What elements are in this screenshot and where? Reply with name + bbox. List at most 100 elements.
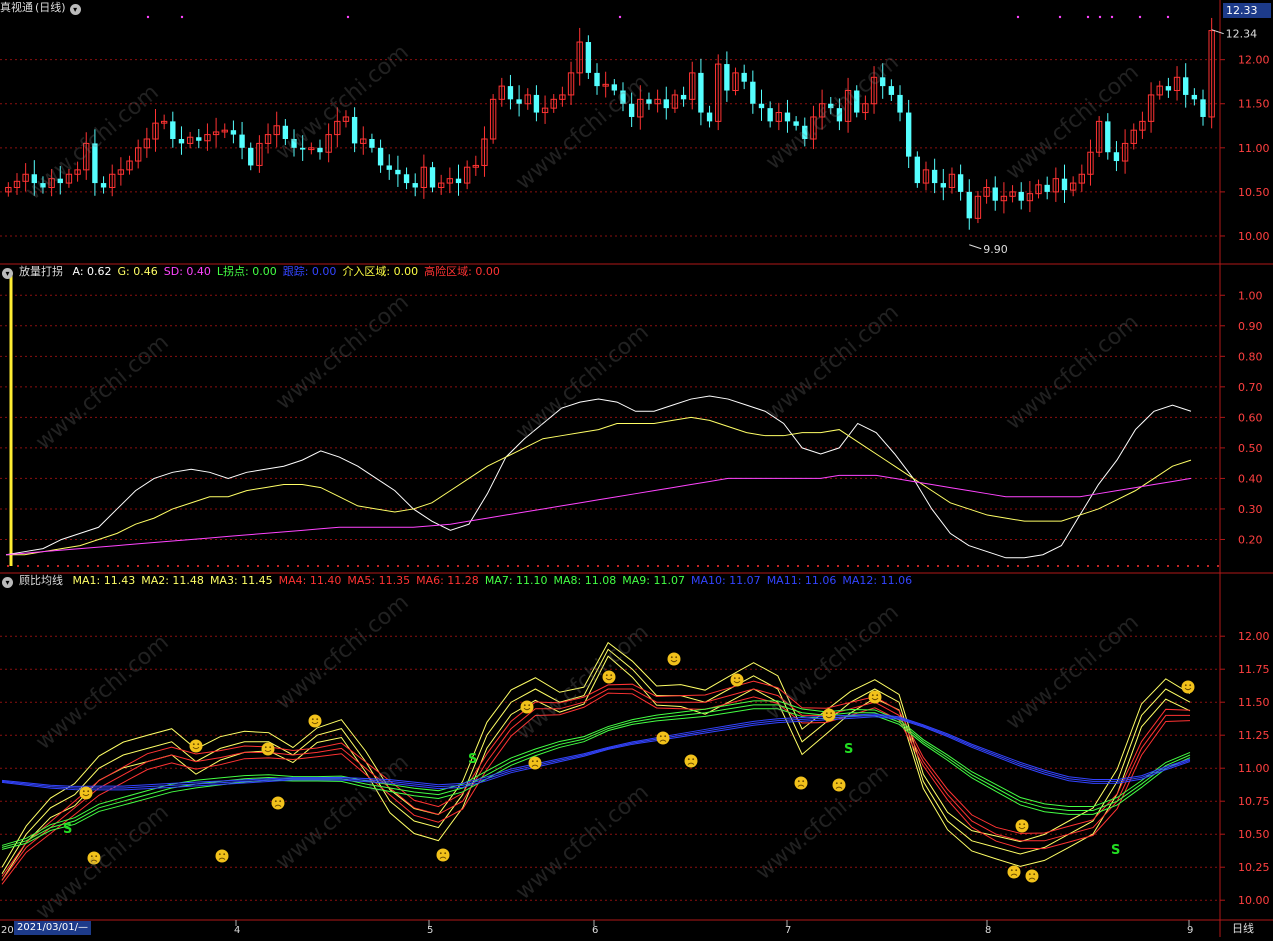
candle-body-up	[1087, 151, 1094, 175]
candle-body-up	[152, 122, 159, 140]
candle-body-up	[186, 136, 194, 144]
risk-dot	[647, 565, 649, 567]
risk-dot	[537, 565, 539, 567]
candle-body-up	[870, 76, 878, 105]
risk-dot	[497, 565, 499, 567]
face-mouth	[1184, 687, 1192, 691]
frown-icon	[684, 754, 698, 768]
candle-body-down	[92, 143, 98, 184]
candle-body-down	[40, 183, 46, 188]
x-month-label: 7	[785, 925, 791, 936]
risk-dot	[627, 565, 629, 567]
risk-dot	[297, 565, 299, 567]
face-eye	[311, 718, 314, 721]
face-eye	[444, 852, 447, 855]
gmma-line-MA4	[1, 680, 1191, 877]
candle-body-down	[793, 121, 799, 126]
candle-body-down	[239, 134, 245, 148]
x-month-label: 9	[1187, 925, 1193, 936]
osc-indicator-value: L拐点: 0.00	[216, 265, 277, 278]
signal-dot	[146, 15, 150, 19]
risk-dot	[1007, 565, 1009, 567]
face-mouth	[733, 680, 741, 684]
risk-dot	[577, 565, 579, 567]
candle-body-up	[143, 138, 151, 149]
osc-indicator-value: 跟踪: 0.00	[282, 265, 337, 278]
risk-dot	[747, 565, 749, 567]
candle-body-up	[541, 107, 549, 114]
candle-body-down	[931, 169, 938, 184]
period-selector[interactable]: 日线	[1232, 922, 1254, 935]
candle-body-down	[1061, 178, 1068, 191]
candle-body-up	[481, 138, 488, 166]
candle-body-down	[957, 174, 964, 192]
risk-dot	[657, 565, 659, 567]
face-mouth	[871, 697, 879, 701]
candle-body-up	[74, 169, 81, 175]
candle-body-up	[83, 142, 90, 171]
face-eye	[1023, 823, 1026, 826]
gmma-line-MA4	[1, 692, 1191, 885]
risk-dot	[1107, 565, 1109, 567]
osc-indicator-value: SD: 0.40	[163, 265, 211, 278]
risk-dot	[117, 565, 119, 567]
face-eye	[279, 800, 282, 803]
gmma-indicator-value: MA12: 11.06	[842, 574, 913, 587]
risk-dot	[207, 565, 209, 567]
candle-body-down	[758, 103, 765, 109]
gmma-line-MA7	[1, 704, 1191, 848]
risk-dot	[687, 565, 689, 567]
risk-dot	[427, 565, 429, 567]
risk-dot	[447, 565, 449, 567]
gmma-indicator-value: MA6: 11.28	[416, 574, 479, 587]
candle-body-down	[1165, 86, 1172, 91]
candle-body-down	[230, 130, 237, 135]
signal-dot	[180, 15, 184, 19]
risk-dot	[1037, 565, 1039, 567]
candle-body-down	[178, 139, 185, 144]
candle-body-up	[22, 173, 29, 182]
gmma-line-MA7	[1, 708, 1191, 850]
smile-icon	[730, 673, 744, 687]
candle-body-up	[117, 169, 125, 175]
risk-dot	[757, 565, 759, 567]
x-month-label: 5	[427, 925, 433, 936]
risk-dot	[97, 565, 99, 567]
x-left-edge-label: 20	[1, 925, 14, 936]
face-eye	[664, 735, 667, 738]
candle-body-down	[611, 84, 618, 91]
candle-body-up	[1147, 94, 1155, 122]
gmma-tick-label: 10.00	[1238, 894, 1270, 907]
candle-body-down	[395, 169, 401, 175]
chevron-down-icon[interactable]: ▾	[69, 4, 81, 15]
candle-body-down	[724, 64, 730, 91]
risk-dot	[907, 565, 909, 567]
frown-icon	[1025, 869, 1039, 883]
candle-body-down	[1105, 121, 1111, 153]
candle-body-up	[1208, 30, 1215, 118]
face-eye	[692, 758, 695, 761]
candle-body-up	[818, 103, 826, 118]
chevron-down-icon[interactable]: ▾	[2, 268, 13, 279]
face-eye	[269, 746, 272, 749]
risk-dot	[247, 565, 249, 567]
candle-body-down	[1018, 191, 1024, 201]
candle-body-down	[1113, 152, 1120, 162]
chevron-down-icon[interactable]: ▾	[2, 577, 13, 588]
candle-body-up	[212, 131, 220, 136]
candle-body-up	[671, 94, 679, 109]
candle-body-down	[317, 147, 323, 153]
candle-body-up	[654, 98, 661, 105]
candle-body-down	[386, 165, 392, 170]
risk-dot	[637, 565, 639, 567]
face-mouth	[274, 804, 282, 807]
face-mouth	[605, 677, 613, 681]
gmma-tick-label: 10.25	[1238, 861, 1270, 874]
gmma-line-MA1	[1, 648, 1191, 875]
candle-body-down	[680, 94, 687, 100]
risk-dot	[827, 565, 829, 567]
candle-body-up	[1069, 182, 1077, 191]
risk-dot	[597, 565, 599, 567]
risk-dot	[947, 565, 949, 567]
candle-body-down	[507, 86, 514, 100]
